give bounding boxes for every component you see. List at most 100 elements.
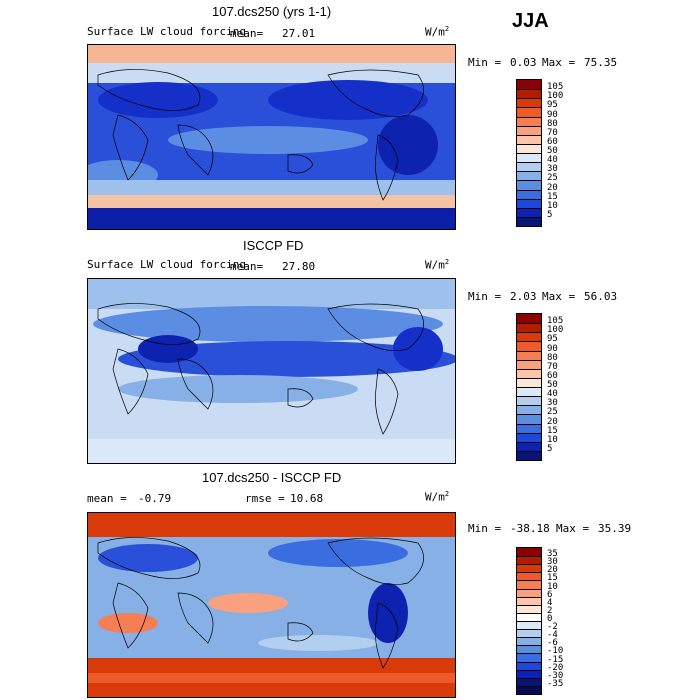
panel1-min-value: 0.03: [510, 56, 537, 69]
panel1-title: 107.dcs250 (yrs 1-1): [212, 4, 332, 19]
colorbar-tick-label: -20: [547, 662, 564, 673]
colorbar-tick-label: 70: [547, 361, 558, 372]
colorbar-cell: [517, 341, 541, 351]
panel3-mean-value: -0.79: [138, 492, 172, 505]
colorbar-tick-label: 10: [547, 581, 558, 592]
colorbar-tick-label: 105: [547, 316, 564, 327]
panel2-units: W/m2: [425, 258, 449, 272]
panel1-variable: Surface LW cloud forcing: [87, 25, 246, 38]
colorbar-tick-label: 10: [547, 200, 558, 211]
colorbar-tick-label: 60: [547, 370, 558, 381]
colorbar-tick-label: 40: [547, 155, 558, 166]
panel2-variable: Surface LW cloud forcing: [87, 258, 246, 271]
colorbar-tick-label: -30: [547, 670, 564, 681]
colorbar-cell: [517, 432, 541, 442]
colorbar-tick-label: 105: [547, 82, 564, 93]
colorbar-tick-label: 15: [547, 425, 558, 436]
colorbar-tick-label: 0: [547, 614, 553, 624]
colorbar-tick-label: 80: [547, 118, 558, 129]
colorbar-cell: [517, 116, 541, 126]
colorbar-cell: [517, 405, 541, 415]
colorbar-cell: [517, 387, 541, 397]
panel3-rmse-value: 10.68: [290, 492, 324, 505]
panel1-mean-value: 27.01: [282, 27, 316, 40]
colorbar-cell: [517, 332, 541, 342]
panel2-map: [87, 278, 456, 464]
colorbar-cell: [517, 189, 541, 199]
colorbar-tick-label: 2: [547, 605, 553, 616]
colorbar-cell: [517, 359, 541, 369]
colorbar-tick-label: 50: [547, 146, 558, 156]
colorbar-cell: [517, 80, 541, 90]
colorbar-cell: [517, 548, 541, 557]
colorbar-cell: [517, 368, 541, 378]
colorbar-tick-label: -2: [547, 622, 558, 633]
panel3-mean-label: mean =: [87, 492, 127, 505]
colorbar-tick-label: 100: [547, 325, 564, 336]
colorbar-tick-label: 50: [547, 380, 558, 390]
panel1-units: W/m2: [425, 25, 449, 39]
colorbar-cell: [517, 89, 541, 99]
panel3-units: W/m2: [425, 490, 449, 504]
colorbar-tick-label: -15: [547, 654, 564, 665]
colorbar-cell: [517, 564, 541, 573]
colorbar-tick-label: -6: [547, 638, 558, 649]
colorbar-cell: [517, 162, 541, 172]
colorbar-tick-label: 40: [547, 389, 558, 400]
colorbar-cell: [517, 314, 541, 324]
colorbar-cell: [517, 180, 541, 190]
colorbar-cell: [517, 125, 541, 135]
panel2-mean-value: 27.80: [282, 260, 316, 273]
colorbar-tick-label: 6: [547, 589, 553, 600]
colorbar-cell: [517, 198, 541, 208]
colorbar-cell: [517, 580, 541, 589]
colorbar-cell: [517, 572, 541, 581]
colorbar-cell: [517, 153, 541, 163]
panel3-title: 107.dcs250 - ISCCP FD: [202, 470, 342, 485]
colorbar-cell: [517, 450, 541, 460]
colorbar-tick-label: 60: [547, 136, 558, 147]
colorbar-tick-label: 20: [547, 416, 558, 427]
panel2-mean-label: mean=: [230, 260, 264, 273]
colorbar-cell: [517, 171, 541, 181]
panel2-colorbar: [516, 313, 542, 461]
panel3-min-label: Min =: [468, 522, 502, 535]
panel1-colorbar: [516, 79, 542, 227]
colorbar-cell: [517, 98, 541, 108]
panel3-map: [87, 512, 456, 698]
colorbar-cell: [517, 677, 541, 686]
panel1-map: [87, 44, 456, 230]
panel2-min-value: 2.03: [510, 290, 537, 303]
colorbar-tick-label: 30: [547, 398, 558, 409]
colorbar-cell: [517, 377, 541, 387]
colorbar-cell: [517, 604, 541, 613]
colorbar-cell: [517, 143, 541, 153]
colorbar-cell: [517, 441, 541, 451]
colorbar-cell: [517, 661, 541, 670]
colorbar-cell: [517, 107, 541, 117]
colorbar-tick-label: 4: [547, 597, 553, 608]
colorbar-cell: [517, 629, 541, 638]
colorbar-cell: [517, 645, 541, 654]
colorbar-cell: [517, 216, 541, 226]
panel2-units-base: W/m: [425, 258, 445, 272]
panel2-min-label: Min =: [468, 290, 502, 303]
panel3-colorbar: [516, 547, 542, 695]
colorbar-tick-label: -4: [547, 630, 558, 641]
panel3-units-base: W/m: [425, 490, 445, 504]
panel1-units-exp: 2: [444, 25, 450, 33]
colorbar-tick-label: -10: [547, 646, 564, 657]
colorbar-cell: [517, 207, 541, 217]
colorbar-tick-label: 95: [547, 100, 558, 111]
panel1-units-base: W/m: [425, 25, 445, 39]
season-label: JJA: [512, 10, 549, 32]
panel1-max-label: Max =: [542, 56, 576, 69]
colorbar-cell: [517, 621, 541, 630]
colorbar-tick-label: 90: [547, 109, 558, 120]
colorbar-cell: [517, 612, 541, 621]
panel3-max-value: 35.39: [598, 522, 632, 535]
colorbar-tick-label: 15: [547, 191, 558, 202]
colorbar-cell: [517, 134, 541, 144]
colorbar-tick-label: 100: [547, 91, 564, 102]
colorbar-cell: [517, 350, 541, 360]
